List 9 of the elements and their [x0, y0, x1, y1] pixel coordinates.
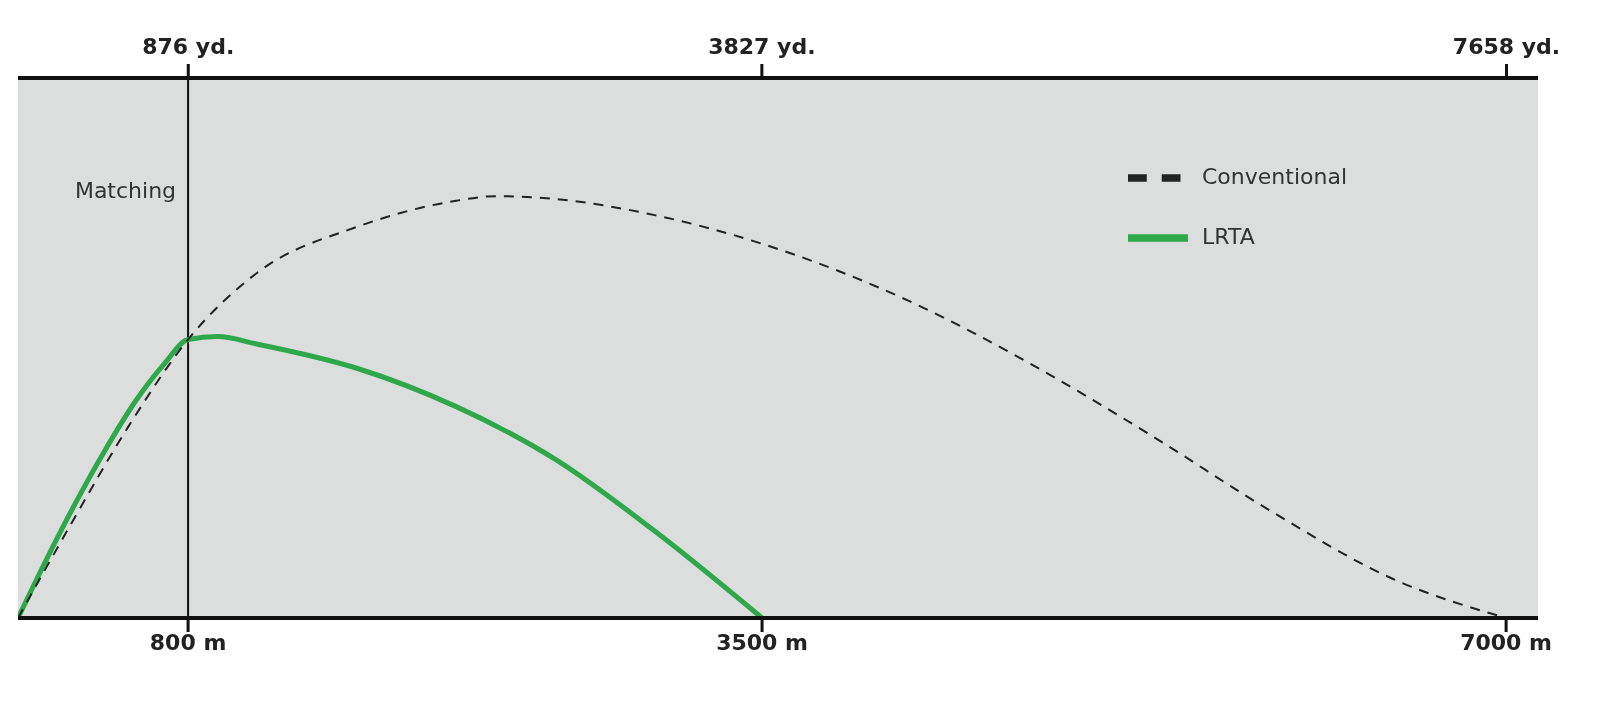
x-tick-label: 3500 m — [716, 629, 808, 655]
x-tick-label: 800 m — [149, 629, 227, 655]
x2-tick-label: 3827 yd. — [708, 34, 816, 59]
x2-tick-label: 7658 yd. — [1452, 34, 1561, 59]
legend-label: Conventional — [1202, 164, 1347, 189]
x-tick-label: 7000 m — [1460, 629, 1553, 655]
legend-label: LRTA — [1202, 224, 1255, 249]
x2-tick-label: 876 yd. — [142, 34, 235, 59]
ref-line-label: Matching — [74, 178, 177, 203]
